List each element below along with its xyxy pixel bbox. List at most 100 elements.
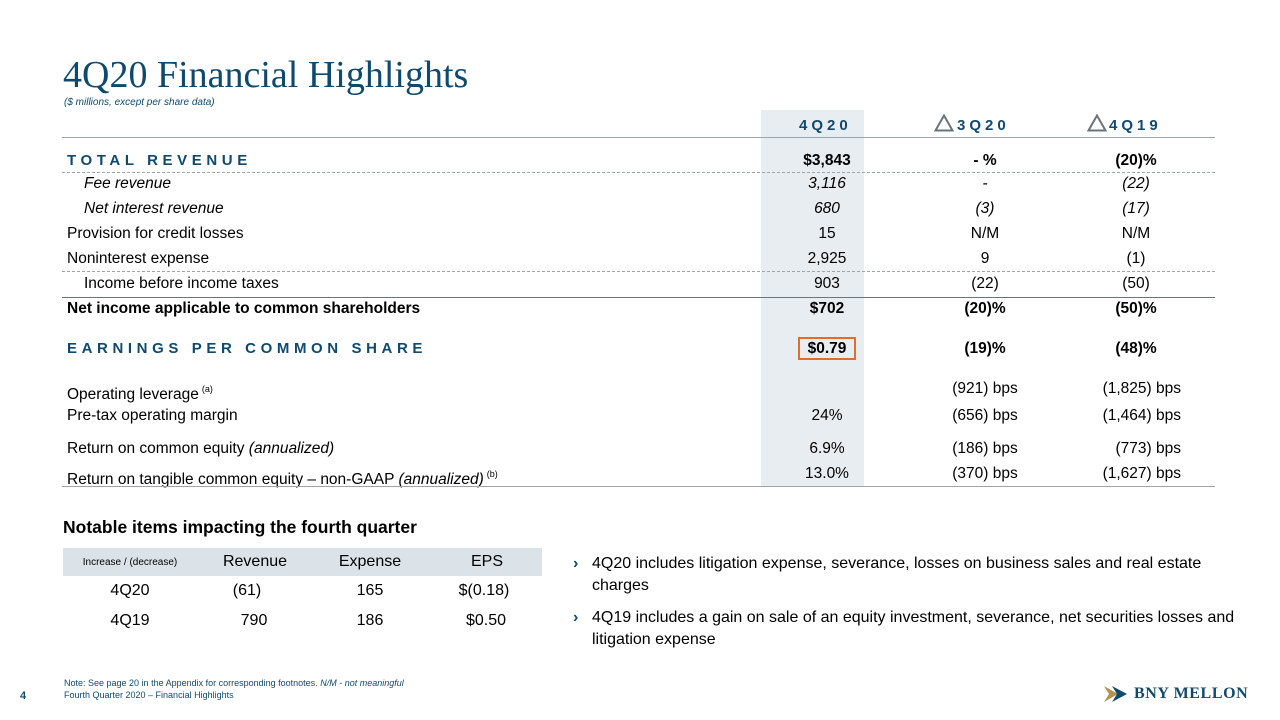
notable-row-period: 4Q20 <box>110 582 150 599</box>
value-4q20: $0.79 <box>807 340 847 357</box>
change-3q20: 9 <box>980 250 990 267</box>
table-row-fee-revenue: Fee revenue 3,116 - (22) <box>0 173 1280 195</box>
footer-text: Fourth Quarter 2020 – Financial Highligh… <box>64 690 234 700</box>
row-label: Pre-tax operating margin <box>67 407 238 424</box>
table-row-roe: Return on common equity (annualized) 6.9… <box>0 438 1280 460</box>
notable-row-period: 4Q19 <box>110 612 150 629</box>
row-label: Operating leverage (a) <box>67 378 213 406</box>
notable-row-revenue: 790 <box>240 612 268 629</box>
change-4q19: (1,825) bps <box>1102 380 1181 397</box>
row-label-text: Return on common equity <box>67 440 245 457</box>
footnote-marker: (b) <box>486 469 498 479</box>
change-3q20: (3) <box>975 200 995 217</box>
change-4q19: (773) bps <box>1115 440 1181 457</box>
value-4q20: 903 <box>814 275 840 292</box>
change-3q20: (921) bps <box>952 380 1018 397</box>
bny-mellon-logo: BNY MELLON <box>1104 684 1248 704</box>
value-4q20: 680 <box>814 200 840 217</box>
row-label: Net income applicable to common sharehol… <box>67 300 421 317</box>
col-header-4q20: 4Q20 <box>799 117 852 134</box>
row-label: Income before income taxes <box>84 275 279 292</box>
table-row-rotce: Return on tangible common equity – non-G… <box>0 463 1280 488</box>
value-4q20: 6.9% <box>809 440 845 457</box>
divider <box>62 486 1215 487</box>
notable-row-eps: $(0.18) <box>458 582 510 599</box>
page-title: 4Q20 Financial Highlights <box>63 54 469 96</box>
notable-items-heading: Notable items impacting the fourth quart… <box>63 517 417 537</box>
row-label: Return on tangible common equity – non-G… <box>67 463 498 491</box>
divider <box>62 137 1215 138</box>
footnote-note: Note: See page 20 in the Appendix for co… <box>64 678 404 688</box>
chevron-right-icon: › <box>573 609 579 626</box>
change-4q19: (1) <box>1126 250 1146 267</box>
row-label: EARNINGS PER COMMON SHARE <box>67 340 428 357</box>
row-label: TOTAL REVENUE <box>67 152 252 169</box>
value-4q20: 24% <box>811 407 843 424</box>
divider <box>62 297 1215 298</box>
page-number: 4 <box>20 690 27 702</box>
change-3q20: (20)% <box>964 300 1006 317</box>
notable-table-header <box>63 548 542 576</box>
value-4q20: 13.0% <box>805 465 849 482</box>
change-4q19: N/M <box>1121 225 1151 242</box>
table-row-total-revenue: TOTAL REVENUE $3,843 - % (20)% <box>0 150 1280 172</box>
table-row-net-income: Net income applicable to common sharehol… <box>0 298 1280 320</box>
change-3q20: - <box>982 175 988 192</box>
table-row-operating-leverage: Operating leverage (a) (921) bps (1,825) … <box>0 378 1280 403</box>
triangle-delta-icon <box>1087 114 1107 132</box>
divider <box>62 172 1215 173</box>
change-3q20: - % <box>973 152 997 169</box>
change-3q20: N/M <box>970 225 1000 242</box>
footnote-marker: (a) <box>201 384 213 394</box>
bullet-text: 4Q20 includes litigation expense, severa… <box>592 555 1202 594</box>
row-label: Fee revenue <box>84 175 172 192</box>
notable-header-label: Increase / (decrease) <box>82 557 178 568</box>
change-4q19: (1,627) bps <box>1102 465 1181 482</box>
change-3q20: (370) bps <box>952 465 1018 482</box>
eps-highlight-box <box>798 337 856 360</box>
table-row-noninterest-expense: Noninterest expense 2,925 9 (1) <box>0 248 1280 270</box>
change-3q20: (186) bps <box>952 440 1018 457</box>
bny-mellon-arrow-icon <box>1104 686 1127 702</box>
value-4q20: 3,116 <box>808 175 846 192</box>
change-4q19: (22) <box>1122 175 1150 192</box>
table-row-eps: EARNINGS PER COMMON SHARE $0.79 (19)% (4… <box>0 338 1280 360</box>
note-italic: N/M - not meaningful <box>320 678 404 688</box>
notable-header-revenue: Revenue <box>222 553 288 570</box>
notable-row-revenue: (61) <box>232 582 262 599</box>
chevron-right-icon: › <box>573 555 579 572</box>
change-4q19: (20)% <box>1115 152 1157 169</box>
change-3q20: (22) <box>971 275 999 292</box>
bullet-text: 4Q19 includes a gain on sale of an equit… <box>592 609 1235 648</box>
row-label-qualifier: (annualized) <box>398 471 484 488</box>
triangle-delta-icon <box>934 114 954 132</box>
change-4q19: (50) <box>1122 275 1150 292</box>
col-header-4q19: 4Q19 <box>1109 117 1162 134</box>
notable-header-expense: Expense <box>338 553 402 570</box>
notable-row-expense: 165 <box>356 582 384 599</box>
value-4q20: $3,843 <box>803 152 851 169</box>
col-header-3q20: 3Q20 <box>957 117 1010 134</box>
notable-header-eps: EPS <box>470 553 503 570</box>
note-text: Note: See page 20 in the Appendix for co… <box>64 678 318 688</box>
notable-row-expense: 186 <box>356 612 384 629</box>
change-3q20: (656) bps <box>952 407 1018 424</box>
row-label: Return on common equity (annualized) <box>67 438 334 460</box>
row-label-qualifier: (annualized) <box>248 440 335 457</box>
table-row-net-interest-revenue: Net interest revenue 680 (3) (17) <box>0 198 1280 220</box>
row-label-text: Return on tangible common equity – non-G… <box>67 471 395 488</box>
table-row-income-before-taxes: Income before income taxes 903 (22) (50) <box>0 273 1280 295</box>
change-4q19: (17) <box>1122 200 1150 217</box>
table-row-pretax-margin: Pre-tax operating margin 24% (656) bps (… <box>0 405 1280 427</box>
divider <box>62 271 1215 272</box>
row-label: Net interest revenue <box>84 200 224 217</box>
logo-text: BNY MELLON <box>1134 685 1249 702</box>
change-4q19: (50)% <box>1115 300 1157 317</box>
value-4q20: $702 <box>809 300 845 317</box>
page-subtitle: ($ millions, except per share data) <box>64 97 215 108</box>
row-label: Provision for credit losses <box>67 225 244 242</box>
change-3q20: (19)% <box>964 340 1006 357</box>
value-4q20: 15 <box>818 225 836 242</box>
row-label: Noninterest expense <box>67 250 210 267</box>
change-4q19: (1,464) bps <box>1102 407 1181 424</box>
